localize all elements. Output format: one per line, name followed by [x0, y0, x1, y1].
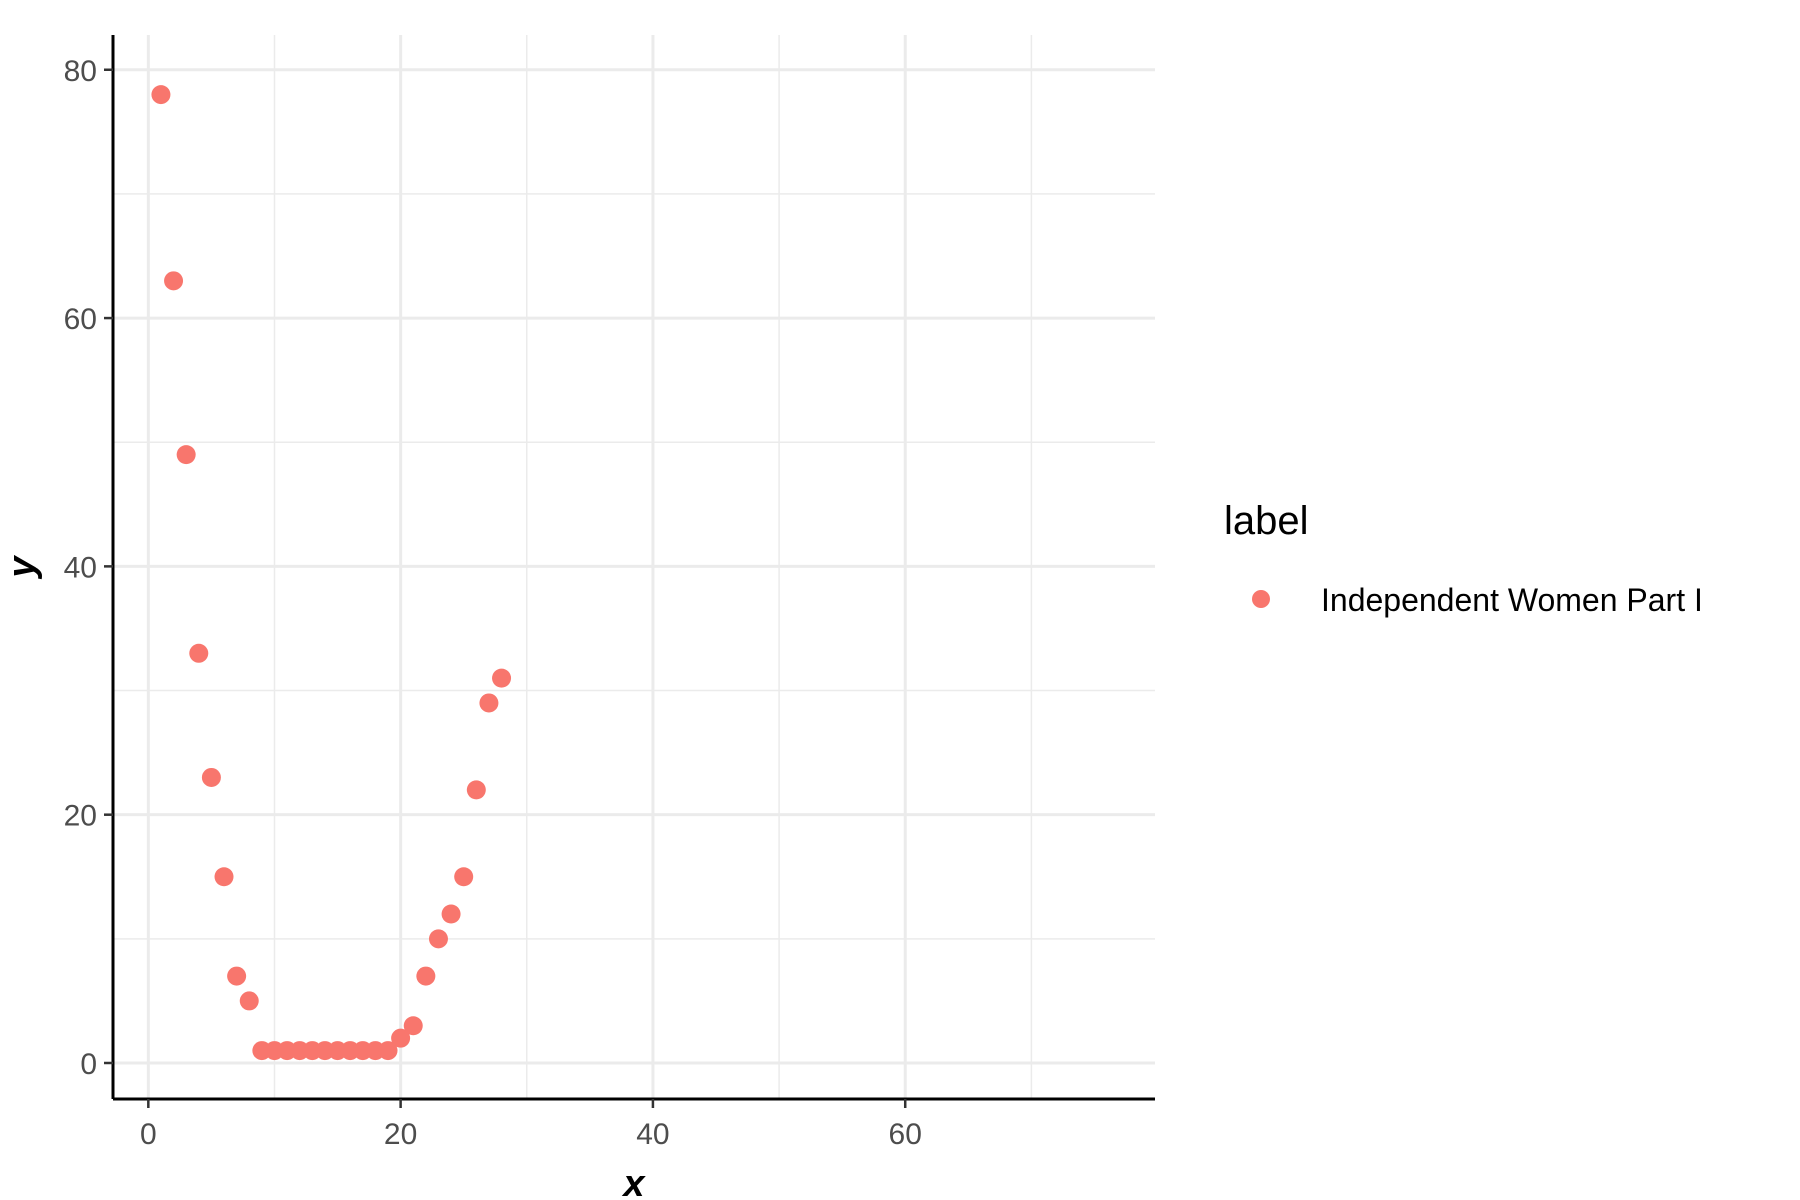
data-point	[214, 867, 234, 887]
x-tick-label: 40	[636, 1118, 669, 1151]
x-axis-ticks: 0 20 40 60	[140, 1099, 922, 1151]
legend-key-marker	[1252, 590, 1270, 608]
data-point	[201, 767, 221, 787]
data-point	[416, 966, 436, 986]
legend: label Independent Women Part I	[1224, 499, 1703, 618]
data-point	[466, 780, 486, 800]
y-axis-ticks: 0 20 40 60 80	[64, 55, 113, 1081]
legend-title: label	[1224, 499, 1309, 543]
data-point	[227, 966, 247, 986]
legend-label: Independent Women Part I	[1321, 582, 1703, 618]
y-axis-title: y	[1, 555, 43, 580]
x-axis-title: x	[621, 1163, 646, 1200]
x-tick-label: 0	[140, 1118, 157, 1151]
y-tick-label: 40	[64, 551, 97, 584]
data-point	[454, 867, 474, 887]
x-tick-label: 60	[889, 1118, 922, 1151]
major-gridlines	[113, 35, 1155, 1099]
data-point	[441, 904, 461, 924]
data-point	[151, 85, 171, 105]
data-point	[479, 693, 499, 713]
data-point	[428, 929, 448, 949]
data-point	[378, 1041, 398, 1061]
data-point	[176, 445, 196, 465]
data-point	[403, 1016, 423, 1036]
y-tick-label: 20	[64, 800, 97, 833]
y-tick-label: 60	[64, 303, 97, 336]
y-tick-label: 80	[64, 55, 97, 88]
y-tick-label: 0	[80, 1048, 97, 1081]
x-tick-label: 20	[384, 1118, 417, 1151]
data-point	[164, 271, 184, 291]
data-point	[189, 643, 209, 663]
data-point	[492, 668, 512, 688]
data-point	[391, 1028, 411, 1048]
data-points	[151, 85, 512, 1061]
data-point	[239, 991, 259, 1011]
